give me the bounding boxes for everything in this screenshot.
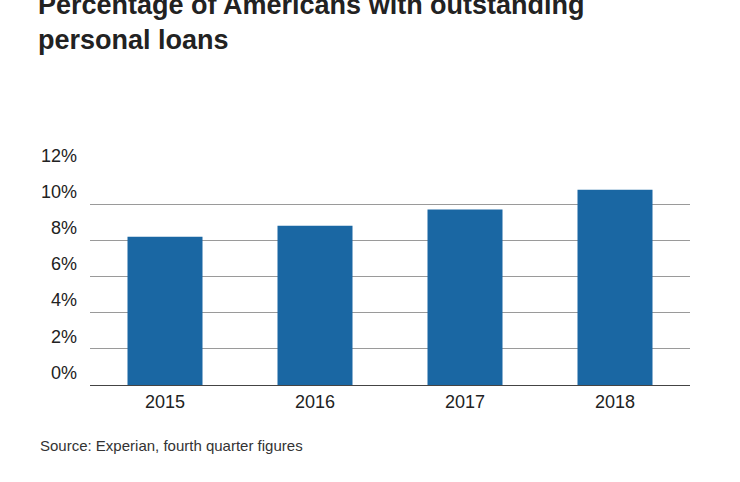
svg-text:2015: 2015 [145,392,185,412]
svg-text:2017: 2017 [445,392,485,412]
svg-text:10%: 10% [41,182,77,202]
svg-text:2018: 2018 [595,392,635,412]
svg-text:2016: 2016 [295,392,335,412]
svg-text:12%: 12% [41,146,77,166]
svg-text:6%: 6% [51,254,77,274]
svg-text:0%: 0% [51,363,77,383]
svg-text:Percentage of Americans with o: Percentage of Americans with outstanding… [38,0,585,55]
svg-text:4%: 4% [51,290,77,310]
svg-text:Source: Experian, fourth quart: Source: Experian, fourth quarter figures [40,437,303,454]
svg-text:8%: 8% [51,218,77,238]
svg-text:2%: 2% [51,327,77,347]
